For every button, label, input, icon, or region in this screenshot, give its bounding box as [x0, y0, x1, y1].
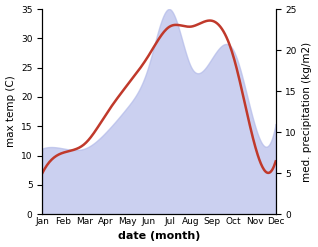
Y-axis label: max temp (C): max temp (C) [5, 76, 16, 147]
Y-axis label: med. precipitation (kg/m2): med. precipitation (kg/m2) [302, 41, 313, 182]
X-axis label: date (month): date (month) [118, 231, 200, 242]
